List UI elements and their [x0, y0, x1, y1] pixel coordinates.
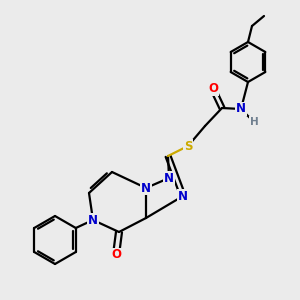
Text: N: N [88, 214, 98, 226]
Text: N: N [164, 172, 174, 184]
Text: N: N [141, 182, 151, 194]
Text: O: O [111, 248, 121, 262]
Text: O: O [208, 82, 218, 95]
Text: S: S [184, 140, 192, 152]
Text: N: N [178, 190, 188, 202]
Text: N: N [236, 103, 246, 116]
Text: H: H [250, 117, 258, 127]
